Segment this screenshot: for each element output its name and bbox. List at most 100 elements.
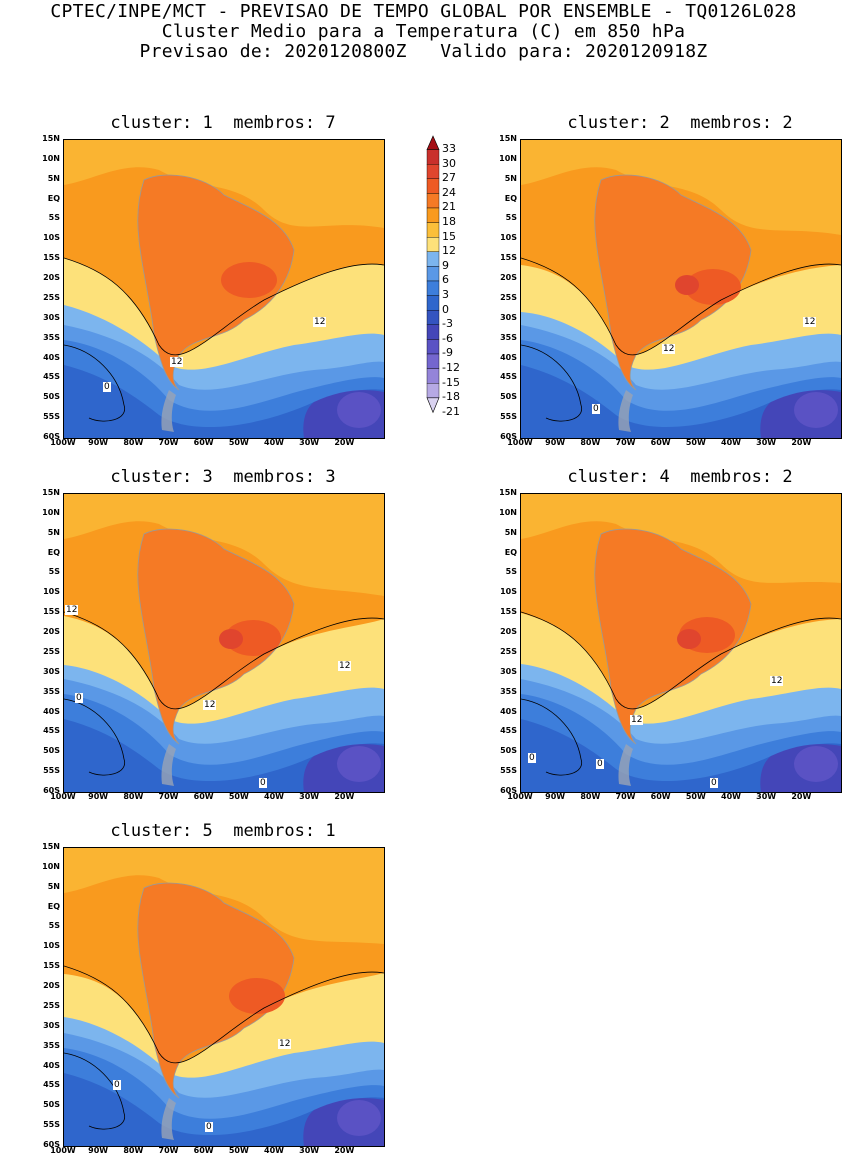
lat-tick-label: 20S (43, 627, 60, 637)
lat-tick-label: 60S (500, 786, 517, 795)
lon-tick-label: 60W (650, 438, 671, 447)
lat-tick-label: 40S (43, 706, 60, 716)
legend-value: 33 (442, 142, 456, 155)
panel-title: cluster: 5 membros: 1 (110, 821, 336, 841)
lat-tick-label: 10N (42, 507, 60, 517)
lon-tick-label: 50W (228, 1146, 249, 1155)
legend-value: 12 (442, 244, 456, 258)
lat-tick-label: 55S (500, 412, 517, 422)
temperature-map (63, 847, 385, 1147)
legend-value: -3 (442, 317, 453, 331)
lat-tick-label: 60S (43, 786, 60, 795)
contour-label: 12 (338, 661, 352, 671)
lon-tick-label: 20W (791, 792, 812, 801)
panel-title: cluster: 4 membros: 2 (567, 467, 793, 487)
panel-title: cluster: 2 membros: 2 (567, 113, 793, 133)
lat-tick-label: 10N (499, 507, 517, 517)
lat-tick-label: 10S (43, 941, 60, 951)
lat-tick-label: 10N (499, 153, 517, 163)
lon-tick-label: 40W (721, 792, 741, 801)
lat-tick-label: 15S (500, 607, 517, 617)
lat-tick-label: 40S (500, 352, 517, 362)
lon-tick-label: 70W (158, 438, 179, 447)
lat-tick-label: 60S (43, 432, 60, 441)
lon-tick-label: 30W (299, 792, 320, 801)
lat-tick-label: 10N (42, 153, 60, 163)
panel-title: cluster: 3 membros: 3 (110, 467, 336, 487)
contour-label: 0 (113, 1080, 121, 1090)
lon-tick-label: 70W (158, 792, 179, 801)
contour-label: 0 (528, 753, 536, 763)
lat-tick-label: 60S (43, 1140, 60, 1149)
lat-tick-label: 55S (43, 1120, 60, 1130)
lat-tick-label: 5S (505, 213, 517, 223)
lon-tick-label: 80W (580, 438, 601, 447)
temperature-map (520, 493, 842, 793)
header-line-1: CPTEC/INPE/MCT - PREVISAO DE TEMPO GLOBA… (50, 1, 797, 22)
lat-tick-label: 55S (43, 766, 60, 776)
legend-value: -12 (442, 361, 460, 374)
lat-tick-label: 50S (43, 1100, 60, 1110)
lon-tick-label: 100W (50, 1146, 76, 1155)
lat-tick-label: EQ (504, 193, 517, 203)
lon-tick-label: 50W (685, 792, 706, 801)
legend-value: 15 (442, 229, 456, 243)
lon-tick-label: 80W (123, 438, 144, 447)
legend-value: 0 (442, 302, 449, 316)
lat-tick-label: 45S (500, 726, 517, 736)
lat-tick-label: 15S (43, 607, 60, 617)
legend-value: -21 (442, 404, 460, 418)
lon-tick-label: 100W (507, 438, 533, 447)
lon-tick-label: 40W (264, 1146, 284, 1155)
lat-tick-label: 5S (505, 567, 517, 577)
contour-label: 12 (630, 715, 644, 725)
legend-value: 6 (442, 273, 449, 287)
lat-tick-label: 25S (43, 292, 60, 302)
lon-tick-label: 100W (50, 438, 76, 447)
header-line-3: Previsao de: 2020120800Z Valido para: 20… (139, 41, 708, 62)
panel-title: cluster: 1 membros: 7 (110, 113, 336, 133)
lat-tick-label: EQ (47, 547, 60, 557)
lat-tick-label: 15N (499, 134, 517, 143)
contour-label: 12 (170, 357, 184, 367)
contour-label: 0 (103, 382, 111, 392)
lat-tick-label: 10N (42, 861, 60, 871)
lat-tick-label: 20S (500, 273, 517, 283)
lat-tick-label: 50S (43, 392, 60, 402)
lon-tick-label: 100W (507, 792, 533, 801)
lon-tick-label: 60W (193, 1146, 214, 1155)
lat-tick-label: 60S (500, 432, 517, 441)
temperature-map (63, 139, 385, 439)
lon-tick-label: 100W (50, 792, 76, 801)
lon-tick-label: 50W (685, 438, 706, 447)
contour-label: 12 (770, 676, 784, 686)
lat-tick-label: 10S (500, 587, 517, 597)
lon-tick-label: 60W (650, 792, 671, 801)
contour-label: 12 (65, 605, 79, 615)
lat-tick-label: 15N (42, 134, 60, 143)
temperature-map (520, 139, 842, 439)
lat-tick-label: 45S (43, 1080, 60, 1090)
lon-tick-label: 90W (545, 438, 566, 447)
lat-tick-label: 55S (43, 412, 60, 422)
contour-label: 12 (662, 344, 676, 354)
lat-tick-label: 5S (48, 921, 60, 931)
lon-tick-label: 80W (123, 792, 144, 801)
lat-tick-label: 55S (500, 766, 517, 776)
legend-value: -15 (442, 375, 460, 389)
lat-tick-label: 45S (43, 372, 60, 382)
lat-tick-label: 50S (500, 746, 517, 756)
lat-tick-label: 5N (504, 173, 517, 183)
contour-label: 12 (313, 317, 327, 327)
lon-tick-label: 40W (264, 438, 284, 447)
lon-tick-label: 90W (88, 1146, 109, 1155)
lat-tick-label: 10S (500, 233, 517, 243)
lon-tick-label: 80W (123, 1146, 144, 1155)
lat-tick-label: 30S (43, 666, 60, 676)
lat-tick-label: 40S (500, 706, 517, 716)
contour-label: 0 (259, 778, 267, 788)
lat-tick-label: 15S (500, 253, 517, 263)
lat-tick-label: EQ (504, 547, 517, 557)
legend-value: 30 (442, 156, 456, 170)
lon-tick-label: 40W (721, 438, 741, 447)
